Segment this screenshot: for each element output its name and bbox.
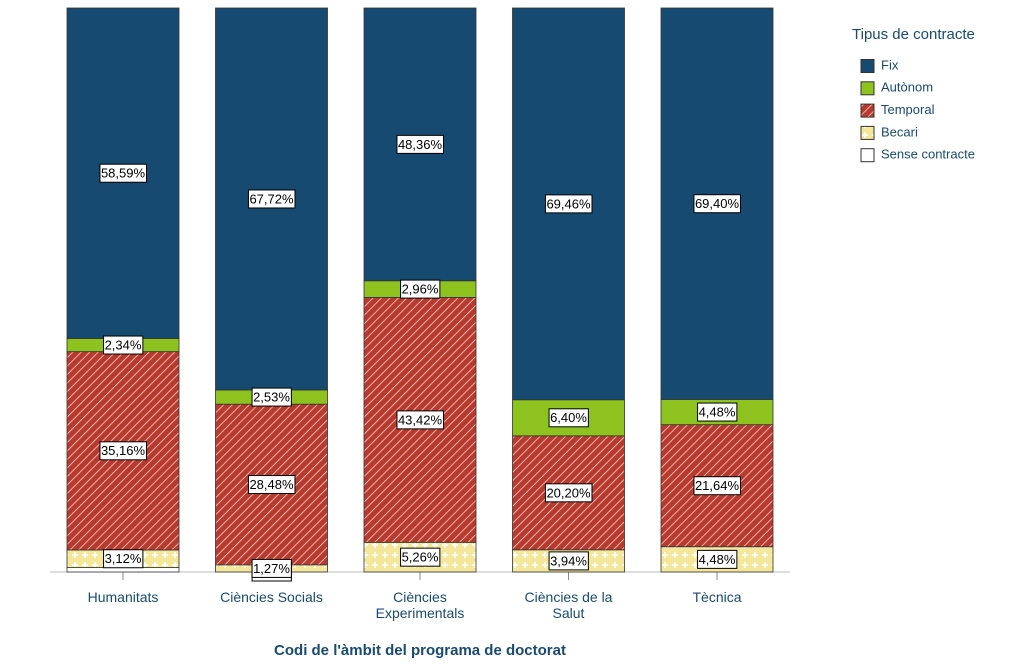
legend-swatch: [860, 59, 875, 73]
value-label-text: 4,48%: [699, 404, 736, 419]
label-box: [548, 551, 589, 571]
label-box: [693, 476, 741, 496]
value-label-text: 35,16%: [101, 443, 146, 458]
value-label: 1,27%: [251, 558, 292, 578]
value-label-text: 2,34%: [105, 337, 142, 352]
value-label-text: 2,96%: [402, 282, 439, 297]
value-label-text: 2,53%: [253, 390, 290, 405]
label-box: [697, 402, 738, 422]
value-label: 69,46%: [544, 194, 593, 214]
value-label: 20,20%: [544, 483, 593, 503]
label-box: [103, 549, 144, 569]
legend-title: Tipus de contracte: [852, 26, 975, 43]
legend-label: Autònom: [881, 80, 933, 95]
value-label: 67,72%: [247, 189, 296, 209]
value-label-text: 67,72%: [249, 191, 294, 206]
label-box: [400, 547, 441, 567]
label-box: [697, 549, 738, 569]
value-label: 3,94%: [548, 551, 589, 571]
value-label: 2,53%: [251, 387, 292, 407]
value-label: 48,36%: [396, 134, 444, 154]
value-label: 69,40%: [693, 194, 741, 214]
legend-label: Becari: [881, 124, 918, 139]
legend-swatch: [860, 103, 875, 118]
value-label: 28,48%: [247, 475, 296, 495]
value-label: 21,64%: [693, 476, 741, 496]
label-box: [396, 410, 444, 430]
x-tick-label: Tècnica: [692, 589, 741, 605]
value-label-text: 28,48%: [249, 477, 294, 492]
label-box: [247, 475, 296, 495]
value-label: 58,59%: [99, 163, 147, 183]
label-box: [396, 134, 444, 154]
label-box: [103, 335, 144, 355]
x-tick-label: Ciències Socials: [220, 589, 323, 605]
label-box: [544, 194, 593, 214]
value-label: 6,40%: [548, 408, 589, 428]
value-label-text: 48,36%: [398, 137, 443, 152]
x-tick-label: Ciències de la Salut: [525, 589, 613, 621]
label-box: [99, 441, 147, 461]
value-label: 2,96%: [400, 279, 441, 299]
x-tick-label: Humanitats: [88, 589, 159, 605]
value-label: 4,48%: [697, 402, 738, 422]
legend-swatch: [860, 148, 875, 163]
label-box: [99, 163, 147, 183]
label-box: [544, 483, 593, 503]
legend-label: Fix: [881, 57, 899, 72]
x-tick-label: Ciències Experimentals: [376, 589, 465, 621]
legend-label: Sense contracte: [881, 147, 975, 162]
label-box: [251, 558, 292, 578]
value-label-text: 69,46%: [546, 196, 591, 211]
value-label-text: 3,94%: [550, 553, 587, 568]
value-label-text: 4,48%: [699, 552, 736, 567]
label-box: [548, 408, 589, 428]
value-label: 4,48%: [697, 549, 738, 569]
legend-swatch: [860, 81, 875, 96]
value-label: 35,16%: [99, 441, 147, 461]
x-axis-title: Codi de l'àmbit del programa de doctorat: [274, 642, 566, 659]
value-label-text: 20,20%: [546, 485, 591, 500]
value-label-text: 43,42%: [398, 412, 443, 427]
value-label-text: 3,12%: [105, 551, 142, 566]
value-label-text: 1,27%: [253, 561, 290, 576]
label-box: [693, 194, 741, 214]
legend-swatch: [860, 125, 875, 140]
value-label: 43,42%: [396, 410, 444, 430]
value-label: 2,34%: [103, 335, 144, 355]
label-box: [247, 189, 296, 209]
label-box: [251, 387, 292, 407]
value-label: 5,26%: [400, 547, 441, 567]
value-label-text: 21,64%: [695, 478, 740, 493]
value-label-text: 69,40%: [695, 196, 740, 211]
legend-label: Temporal: [881, 102, 935, 117]
value-label-text: 5,26%: [402, 550, 439, 565]
label-box: [400, 279, 441, 299]
value-label-text: 58,59%: [101, 166, 146, 181]
value-label-text: 6,40%: [550, 410, 587, 425]
value-label: 3,12%: [103, 549, 144, 569]
